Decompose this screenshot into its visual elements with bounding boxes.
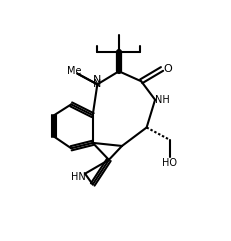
Text: HN: HN xyxy=(71,172,86,182)
Text: O: O xyxy=(163,64,172,74)
Text: NH: NH xyxy=(155,95,169,105)
Text: N: N xyxy=(93,75,101,85)
Text: Me: Me xyxy=(67,66,81,76)
Text: HO: HO xyxy=(161,158,176,168)
Text: N: N xyxy=(92,79,100,89)
